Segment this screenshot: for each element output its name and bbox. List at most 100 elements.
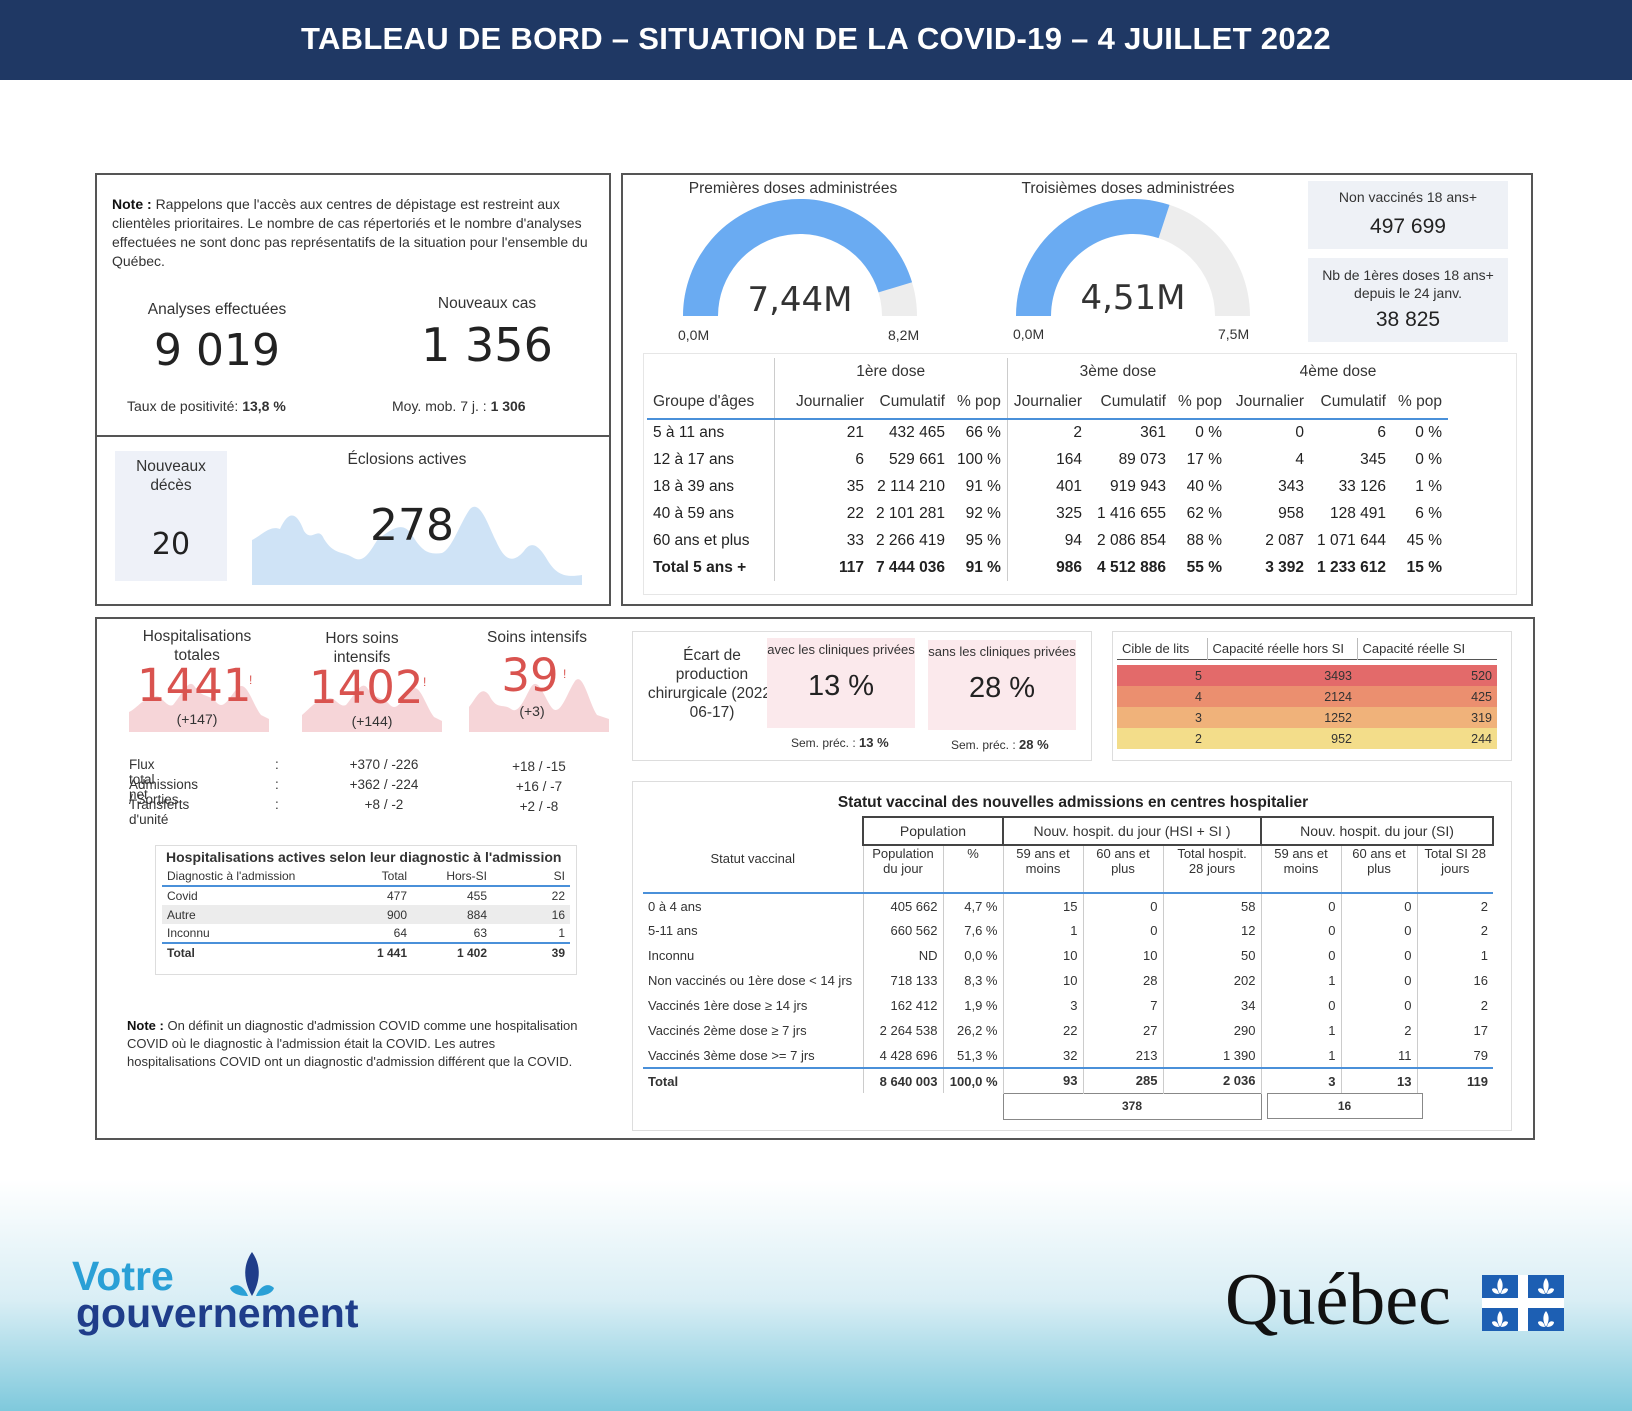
table-cell: 16 bbox=[551, 907, 565, 922]
table-cell: 93 bbox=[1002, 1068, 1083, 1093]
table-cell: 1 233 612 bbox=[1317, 558, 1386, 576]
table-cell: 45 % bbox=[1406, 531, 1442, 549]
vaccination-table-box: 1ère dose 3ème dose 4ème dose Groupe d'â… bbox=[643, 353, 1517, 595]
table-cell: 343 bbox=[1278, 477, 1304, 495]
table-cell: 0 bbox=[1340, 943, 1417, 968]
flux-si: +18 / -15 bbox=[512, 759, 566, 774]
kpi-si-value: 39 bbox=[501, 649, 559, 702]
testing-note: Note : Rappelons que l'accès aux centres… bbox=[112, 196, 588, 269]
col-header[interactable]: Cumulatif bbox=[879, 392, 945, 410]
diag-table-box: Hospitalisations actives selon leur diag… bbox=[155, 845, 577, 975]
kpi-si-sparkline bbox=[469, 679, 609, 732]
table-cell: 79 bbox=[1416, 1043, 1493, 1068]
col-header[interactable]: Journalier bbox=[1006, 385, 1088, 419]
deaths-label: Nouveaux décès bbox=[136, 458, 206, 494]
table-cell: 0 bbox=[1082, 918, 1163, 943]
col-header[interactable]: Capacité réelle SI bbox=[1356, 638, 1497, 659]
table-cell: 1 bbox=[558, 926, 565, 940]
sum-si: 16 bbox=[1266, 1093, 1423, 1119]
table-cell: 202 bbox=[1162, 968, 1261, 993]
outbreaks-label: Éclosions actives bbox=[347, 451, 467, 468]
table-cell: Total 5 ans + bbox=[653, 558, 747, 576]
table-cell: 91 % bbox=[965, 558, 1001, 576]
col-header[interactable]: Hors-SI bbox=[446, 869, 487, 883]
col-header[interactable]: Total SI 28 jours bbox=[1416, 845, 1493, 893]
flux-label: Transferts d'unité bbox=[129, 797, 190, 827]
outbreaks-sparkline bbox=[252, 506, 582, 585]
table-cell: Vaccinés 3ème dose >= 7 jrs bbox=[648, 1047, 815, 1063]
table-cell: Inconnu bbox=[648, 948, 695, 963]
col-header[interactable]: 60 ans et plus bbox=[1340, 845, 1417, 893]
beds-table: Cible de lits Capacité réelle hors SI Ca… bbox=[1117, 638, 1497, 749]
table-cell: 319 bbox=[1471, 710, 1492, 725]
col-header[interactable]: % pop bbox=[956, 392, 1001, 410]
table-cell: 15 bbox=[1002, 893, 1083, 918]
table-cell: 325 bbox=[1006, 500, 1088, 527]
col-header[interactable]: Journalier bbox=[1235, 392, 1304, 410]
unvaccinated-card: Non vaccinés 18 ans+ 497 699 bbox=[1308, 181, 1508, 249]
table-cell: 8,3 % bbox=[942, 968, 1003, 993]
kpi-hsi-sparkline bbox=[302, 685, 442, 732]
surgery-without-value: 28 % bbox=[968, 672, 1036, 704]
table-cell: 660 562 bbox=[862, 918, 943, 943]
cases-label: Nouveaux cas bbox=[437, 295, 537, 312]
table-cell: Total bbox=[648, 1073, 679, 1089]
col-header[interactable]: Cumulatif bbox=[1100, 392, 1166, 410]
table-cell: 7,6 % bbox=[942, 918, 1003, 943]
table-cell: 8 640 003 bbox=[862, 1068, 943, 1093]
table-cell: Vaccinés 2ème dose ≥ 7 jrs bbox=[648, 1023, 807, 1038]
col-header[interactable]: % bbox=[942, 845, 1003, 893]
analyses-value: 9 019 bbox=[154, 325, 280, 376]
table-cell: 12 bbox=[1162, 918, 1261, 943]
flux-colon: : bbox=[275, 777, 279, 792]
gauge1-min: 0,0M bbox=[678, 327, 710, 343]
table-cell: 986 bbox=[1006, 554, 1088, 581]
mobile-avg-row: Moy. mob. 7 j. : 1 306 bbox=[392, 398, 526, 414]
kpi-total-value: 1441 bbox=[137, 659, 252, 712]
col-header[interactable]: Cible de lits bbox=[1122, 640, 1190, 656]
col-header[interactable]: Groupe d'âges bbox=[653, 392, 755, 410]
table-cell: 1252 bbox=[1324, 710, 1352, 725]
col-header[interactable]: Statut vaccinal bbox=[710, 851, 796, 866]
hospital-note: Note : On définit un diagnostic d'admiss… bbox=[127, 1018, 578, 1069]
col-header[interactable]: % pop bbox=[1398, 392, 1442, 410]
kpi-total-delta: (+147) bbox=[176, 711, 218, 727]
table-cell: 40 % bbox=[1186, 477, 1222, 495]
kpi-si-flag: ! bbox=[563, 667, 567, 681]
col-header[interactable]: Capacité réelle hors SI bbox=[1206, 638, 1357, 659]
table-cell: 1 bbox=[1260, 1043, 1341, 1068]
first-doses-label: Nb de 1ères doses 18 ans+ depuis le 24 j… bbox=[1322, 267, 1494, 301]
table-cell: 27 bbox=[1082, 1018, 1163, 1043]
gauge2 bbox=[1016, 199, 1250, 316]
table-cell: 2 264 538 bbox=[862, 1018, 943, 1043]
table-cell: 718 133 bbox=[862, 968, 943, 993]
table-cell: 4 bbox=[1195, 689, 1202, 704]
col-header[interactable]: Journalier bbox=[773, 385, 870, 419]
flux-label: Admissions / Sorties bbox=[129, 777, 199, 807]
table-cell: 2 bbox=[1006, 419, 1088, 446]
col-header[interactable]: Total bbox=[381, 869, 407, 883]
table-cell: 361 bbox=[1140, 424, 1166, 441]
unvaccinated-value: 497 699 bbox=[1370, 215, 1446, 238]
col-header[interactable]: 60 ans et plus bbox=[1082, 845, 1163, 893]
col-header[interactable]: Diagnostic à l'admission bbox=[167, 869, 296, 883]
table-cell: 884 bbox=[466, 907, 487, 922]
group-1ere: 1ère dose bbox=[773, 358, 1008, 385]
table-cell: 12 à 17 ans bbox=[653, 450, 735, 468]
table-cell: 66 % bbox=[965, 424, 1001, 441]
table-cell: 33 bbox=[773, 527, 870, 554]
first-doses-card: Nb de 1ères doses 18 ans+ depuis le 24 j… bbox=[1308, 258, 1508, 342]
table-cell: 16 bbox=[1416, 968, 1493, 993]
col-header[interactable]: Cumulatif bbox=[1320, 392, 1386, 410]
col-header[interactable]: Total hospit. 28 jours bbox=[1162, 845, 1261, 893]
col-header[interactable]: 59 ans et moins bbox=[1260, 845, 1341, 893]
col-header[interactable]: Population du jour bbox=[862, 845, 943, 893]
table-cell: 290 bbox=[1162, 1018, 1261, 1043]
table-cell: 0 % bbox=[1415, 424, 1442, 441]
first-doses-value: 38 825 bbox=[1375, 308, 1441, 331]
gauge2-min: 0,0M bbox=[1013, 326, 1045, 342]
col-header[interactable]: 59 ans et moins bbox=[1002, 845, 1083, 893]
table-cell: 952 bbox=[1331, 731, 1352, 746]
col-header[interactable]: SI bbox=[553, 869, 565, 883]
col-header[interactable]: % pop bbox=[1178, 392, 1222, 410]
